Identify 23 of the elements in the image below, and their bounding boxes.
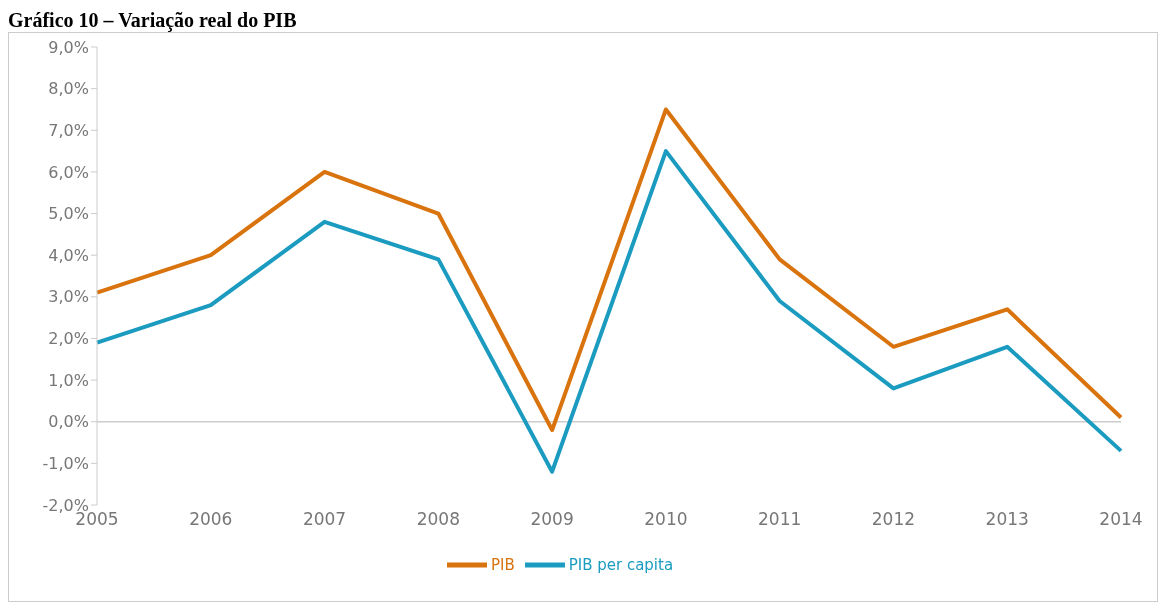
x-tick-label: 2011 [758, 509, 802, 530]
y-tick-label: 4,0% [48, 245, 89, 265]
y-tick-label: 7,0% [48, 120, 89, 140]
x-tick-label: 2009 [530, 509, 574, 530]
y-tick-label: 3,0% [48, 287, 89, 307]
legend-label: PIB [490, 555, 515, 574]
x-tick-label: 2008 [416, 509, 460, 530]
y-tick-label: 9,0% [48, 37, 89, 57]
x-tick-label: 2014 [1099, 509, 1143, 530]
y-tick-label: 6,0% [48, 162, 89, 182]
x-tick-label: 2012 [871, 509, 916, 530]
y-tick-label: 5,0% [48, 204, 89, 224]
x-tick-label: 2010 [644, 509, 688, 530]
chart-title: Gráfico 10 – Variação real do PIB [8, 8, 298, 32]
y-tick-label: 0,0% [48, 412, 89, 432]
x-tick-label: 2013 [985, 509, 1029, 530]
y-tick-label: 8,0% [48, 79, 89, 99]
x-tick-label: 2007 [302, 509, 347, 530]
x-tick-label: 2006 [189, 509, 233, 530]
y-tick-label: -1,0% [42, 454, 89, 474]
y-tick-label: 2,0% [48, 329, 89, 349]
y-tick-label: 1,0% [48, 370, 89, 390]
legend-label: PIB per capita [568, 555, 674, 574]
